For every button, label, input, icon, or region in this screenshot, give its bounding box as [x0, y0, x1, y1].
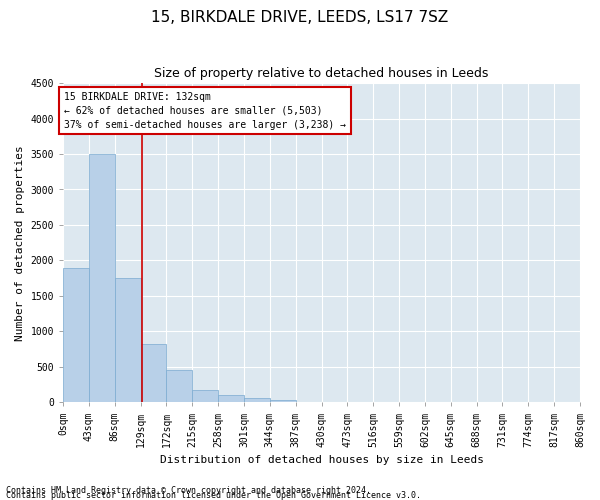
Bar [218, 395, 244, 402]
Bar [115, 278, 140, 402]
X-axis label: Distribution of detached houses by size in Leeds: Distribution of detached houses by size … [160, 455, 484, 465]
Bar [166, 370, 193, 402]
Text: Contains HM Land Registry data © Crown copyright and database right 2024.: Contains HM Land Registry data © Crown c… [6, 486, 371, 495]
Y-axis label: Number of detached properties: Number of detached properties [15, 145, 25, 340]
Title: Size of property relative to detached houses in Leeds: Size of property relative to detached ho… [154, 68, 489, 80]
Text: Contains public sector information licensed under the Open Government Licence v3: Contains public sector information licen… [6, 491, 421, 500]
Bar [270, 400, 296, 402]
Bar [89, 154, 115, 402]
Text: 15 BIRKDALE DRIVE: 132sqm
← 62% of detached houses are smaller (5,503)
37% of se: 15 BIRKDALE DRIVE: 132sqm ← 62% of detac… [64, 92, 346, 130]
Bar [140, 344, 166, 403]
Bar [244, 398, 270, 402]
Bar [193, 390, 218, 402]
Text: 15, BIRKDALE DRIVE, LEEDS, LS17 7SZ: 15, BIRKDALE DRIVE, LEEDS, LS17 7SZ [151, 10, 449, 25]
Bar [63, 268, 89, 402]
